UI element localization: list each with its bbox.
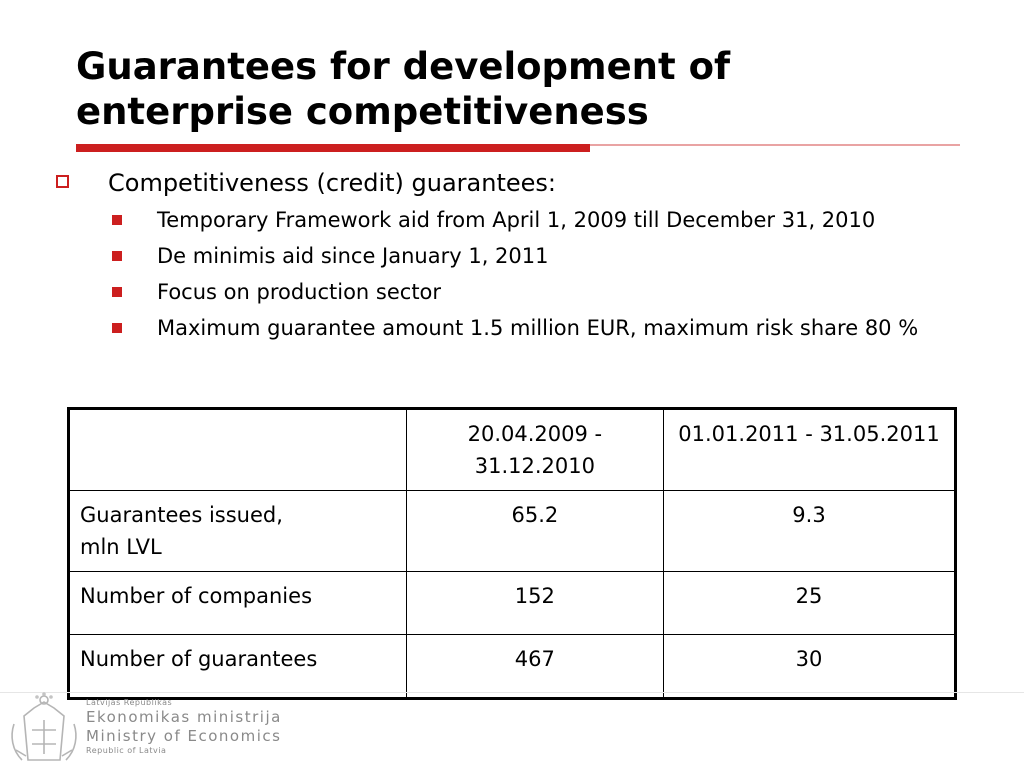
table-cell: 30: [662, 634, 957, 699]
table-header-cell: 20.04.2009 - 31.12.2010: [405, 408, 664, 491]
org-bottom-line: Republic of Latvia: [86, 746, 167, 755]
table-cell: 152: [405, 571, 664, 635]
row-label-line: Guarantees issued,: [80, 503, 283, 527]
row-label: Number of companies: [68, 571, 407, 635]
table-cell: 9.3: [662, 490, 957, 572]
org-name-lv: Ekonomikas ministrija: [86, 708, 282, 726]
org-name-en: Ministry of Economics: [86, 727, 282, 745]
sub-bullet-item: Maximum guarantee amount 1.5 million EUR…: [50, 313, 947, 344]
sub-bullet-text: Temporary Framework aid from April 1, 20…: [157, 208, 876, 232]
coat-of-arms-icon: [11, 692, 77, 761]
ministry-label: Latvijas Republikas Ekonomikas ministrij…: [86, 698, 282, 756]
table-header-row: 20.04.2009 - 31.12.2010 01.01.2011 - 31.…: [68, 408, 957, 491]
title-underline-thin: [590, 144, 960, 146]
bullet-item: Competitiveness (credit) guarantees:: [50, 166, 950, 200]
sub-bullet-item: Focus on production sector: [50, 277, 947, 308]
guarantees-table: 20.04.2009 - 31.12.2010 01.01.2011 - 31.…: [67, 407, 957, 700]
bullet-text: Competitiveness (credit) guarantees:: [108, 169, 556, 197]
title-underline: [76, 144, 590, 152]
slide-title: Guarantees for development of enterprise…: [76, 45, 731, 133]
row-label-line: mln LVL: [80, 535, 162, 559]
filled-square-bullet-icon: [112, 323, 122, 333]
bullet-list: Competitiveness (credit) guarantees: Tem…: [50, 166, 950, 344]
row-label: Guarantees issued, mln LVL: [68, 490, 407, 572]
table-row: Number of guarantees 467 30: [68, 634, 957, 699]
sub-bullet-item: Temporary Framework aid from April 1, 20…: [50, 205, 947, 236]
footer-divider: [0, 692, 1024, 693]
sub-bullet-text: Maximum guarantee amount 1.5 million EUR…: [157, 316, 919, 340]
table-cell: 467: [405, 634, 664, 699]
org-top-line: Latvijas Republikas: [86, 698, 173, 707]
hollow-square-bullet-icon: [56, 175, 69, 188]
filled-square-bullet-icon: [112, 215, 122, 225]
filled-square-bullet-icon: [112, 287, 122, 297]
table-header-cell: [68, 408, 407, 491]
sub-bullet-text: Focus on production sector: [157, 280, 442, 304]
row-label: Number of guarantees: [68, 634, 407, 699]
table-row: Guarantees issued, mln LVL 65.2 9.3: [68, 490, 957, 572]
sub-bullet-item: De minimis aid since January 1, 2011: [50, 241, 947, 272]
table-cell: 65.2: [405, 490, 664, 572]
sub-bullet-text: De minimis aid since January 1, 2011: [157, 244, 549, 268]
filled-square-bullet-icon: [112, 251, 122, 261]
table-header-cell: 01.01.2011 - 31.05.2011: [662, 408, 957, 491]
table-row: Number of companies 152 25: [68, 571, 957, 635]
table-cell: 25: [662, 571, 957, 635]
